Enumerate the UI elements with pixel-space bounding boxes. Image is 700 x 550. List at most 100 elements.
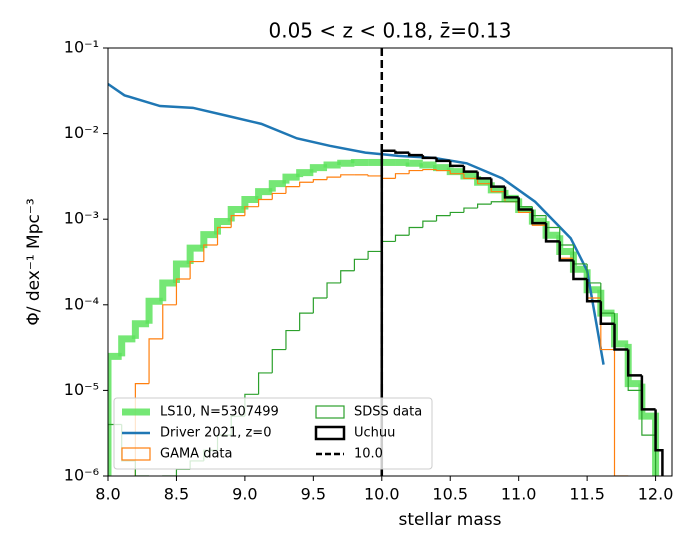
x-tick-label: 10.0 [364, 485, 400, 504]
histogram-step [299, 181, 314, 187]
legend-label: SDSS data [354, 405, 422, 420]
histogram-step [435, 215, 451, 222]
histogram-step [613, 323, 629, 351]
histogram-step [626, 349, 642, 377]
legend-swatch [314, 425, 346, 441]
plot-area [108, 48, 664, 484]
histogram-step [309, 164, 328, 173]
histogram-step [257, 372, 273, 395]
y-tick-label: 10⁻⁴ [64, 294, 99, 313]
histogram-step [462, 165, 478, 173]
histogram-step [435, 157, 451, 163]
x-tick-label: 10.5 [432, 485, 468, 504]
line [108, 82, 605, 365]
histogram-step [159, 279, 177, 302]
histogram-step [477, 178, 492, 185]
histogram-step [597, 289, 615, 317]
histogram-step [585, 279, 601, 303]
legend-swatch [121, 447, 151, 461]
histogram-step [435, 169, 451, 172]
histogram-step [312, 297, 328, 314]
histogram-step [572, 260, 588, 281]
histogram-step [463, 207, 478, 213]
histogram-step [638, 383, 660, 476]
x-tick-label: 8.5 [164, 485, 189, 504]
legend: LS10, N=5307499 Driver 2021, z=0 GAMA data… [113, 397, 433, 470]
histogram-step [476, 171, 492, 180]
x-tick-label: 8.0 [95, 485, 120, 504]
histogram-step [271, 348, 286, 373]
histogram-step [394, 150, 410, 154]
histogram-step [162, 304, 177, 339]
histogram-step [189, 260, 204, 280]
legend-label: Driver 2021, z=0 [160, 426, 271, 441]
histogram-step [381, 240, 396, 252]
histogram-step [241, 195, 259, 210]
histogram-step [285, 329, 300, 350]
histogram-step [296, 169, 314, 178]
histogram-step [449, 170, 464, 175]
legend-swatch [315, 405, 345, 419]
histogram-step [118, 335, 136, 357]
histogram-step [149, 476, 163, 484]
plot-frame [107, 47, 673, 477]
histogram-step [422, 168, 437, 171]
histogram-step [148, 338, 163, 384]
histogram-step [326, 176, 341, 180]
histogram-step [624, 343, 642, 388]
chart-title: 0.05 < z < 0.18, z̄=0.13 [268, 19, 511, 43]
histogram-step [340, 174, 355, 178]
histogram-step [381, 175, 396, 179]
histogram-step [611, 313, 629, 348]
histogram-step [172, 260, 191, 283]
y-tick-label: 10⁻⁵ [64, 380, 99, 399]
histogram-step [640, 375, 656, 411]
histogram-step [463, 173, 478, 179]
x-axis-label: stellar mass [399, 510, 502, 530]
histogram-step [175, 278, 191, 305]
histogram-step [613, 349, 629, 476]
histogram-step [216, 226, 232, 245]
y-tick-label: 10⁻¹ [64, 38, 99, 57]
histogram-step [175, 468, 191, 476]
histogram-step [641, 390, 657, 476]
legend-label: Uchuu [354, 426, 395, 441]
histogram-step [367, 250, 382, 260]
y-tick-label: 10⁻² [64, 123, 99, 142]
legend-label: 10.0 [354, 447, 383, 462]
histogram-step [326, 282, 341, 299]
histogram-step [353, 258, 369, 271]
histogram-step [282, 173, 300, 184]
histogram-step [203, 244, 218, 262]
histogram-step [433, 164, 451, 172]
histogram-step [186, 244, 204, 264]
histogram-step [599, 301, 615, 326]
histogram-step [405, 159, 423, 167]
histogram-step [340, 270, 355, 283]
histogram-step [558, 241, 574, 262]
histogram-step [285, 186, 300, 194]
x-tick-label: 9.0 [232, 485, 257, 504]
histogram-step [517, 197, 533, 211]
histogram-step [449, 211, 464, 216]
histogram-step [419, 161, 437, 169]
histogram-step [162, 475, 177, 476]
histogram-step [337, 159, 355, 167]
legend-frame [113, 397, 433, 470]
x-tick-label: 11.5 [569, 485, 605, 504]
histogram-step [544, 223, 560, 243]
x-tick-label: 9.5 [301, 485, 326, 504]
histogram-step [408, 169, 423, 174]
histogram-step [271, 192, 286, 200]
histogram-step [255, 188, 273, 200]
histogram-step [299, 312, 314, 331]
histogram-step [421, 155, 437, 160]
histogram-step [108, 352, 122, 476]
histogram-step [408, 226, 423, 236]
y-axis-label: Φ/ dex⁻¹ Mpc⁻³ [24, 198, 44, 325]
histogram-step [200, 231, 218, 249]
histogram-step [312, 179, 328, 183]
histogram-step [268, 180, 286, 192]
histogram-step [477, 203, 492, 209]
x-tick-label: 12.0 [638, 485, 674, 504]
